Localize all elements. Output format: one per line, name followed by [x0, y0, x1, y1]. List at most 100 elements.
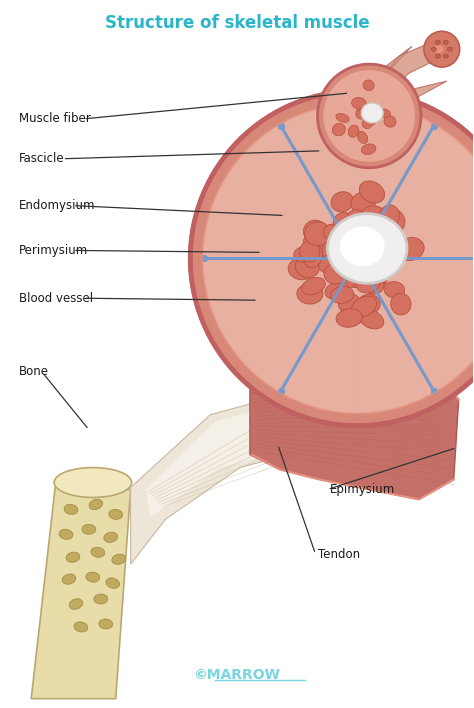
Wedge shape	[357, 182, 474, 335]
Polygon shape	[146, 398, 329, 518]
Ellipse shape	[362, 266, 387, 287]
Ellipse shape	[323, 224, 348, 244]
Ellipse shape	[304, 245, 323, 268]
Ellipse shape	[443, 54, 448, 58]
Ellipse shape	[434, 45, 444, 53]
Circle shape	[318, 64, 421, 168]
Ellipse shape	[447, 47, 452, 51]
Ellipse shape	[82, 525, 96, 535]
Ellipse shape	[69, 599, 82, 610]
Ellipse shape	[364, 277, 384, 294]
Ellipse shape	[357, 132, 368, 144]
Ellipse shape	[348, 125, 359, 137]
Ellipse shape	[66, 552, 80, 562]
Polygon shape	[131, 388, 345, 564]
Ellipse shape	[384, 282, 405, 298]
Text: Epimysium: Epimysium	[329, 483, 395, 496]
Ellipse shape	[109, 509, 123, 520]
Ellipse shape	[384, 116, 396, 127]
Text: Perimysium: Perimysium	[19, 244, 89, 257]
Ellipse shape	[363, 80, 374, 91]
Ellipse shape	[329, 262, 353, 282]
Ellipse shape	[379, 109, 391, 118]
Wedge shape	[225, 258, 357, 412]
Ellipse shape	[305, 222, 330, 246]
Ellipse shape	[356, 274, 380, 293]
Ellipse shape	[350, 236, 373, 255]
Polygon shape	[250, 330, 459, 499]
Ellipse shape	[384, 210, 405, 232]
Ellipse shape	[435, 54, 440, 58]
Ellipse shape	[330, 221, 350, 238]
Text: Structure of skeletal muscle: Structure of skeletal muscle	[105, 14, 369, 33]
Ellipse shape	[351, 296, 376, 317]
Ellipse shape	[361, 206, 388, 230]
Wedge shape	[204, 182, 357, 335]
Ellipse shape	[335, 241, 361, 261]
Ellipse shape	[361, 103, 383, 123]
Ellipse shape	[294, 246, 318, 263]
Ellipse shape	[342, 237, 361, 254]
Ellipse shape	[359, 181, 384, 203]
Ellipse shape	[336, 113, 349, 122]
Ellipse shape	[361, 144, 376, 154]
Ellipse shape	[348, 211, 367, 232]
Text: Blood vessel: Blood vessel	[19, 292, 93, 304]
Ellipse shape	[62, 574, 76, 584]
Ellipse shape	[331, 192, 354, 212]
Polygon shape	[31, 479, 131, 699]
Ellipse shape	[364, 252, 382, 270]
Ellipse shape	[378, 205, 400, 228]
Ellipse shape	[338, 258, 361, 278]
Ellipse shape	[347, 210, 366, 227]
Ellipse shape	[322, 240, 340, 262]
Text: ©MARROW: ©MARROW	[193, 668, 281, 682]
Ellipse shape	[89, 499, 102, 510]
Ellipse shape	[397, 238, 424, 261]
Ellipse shape	[112, 554, 126, 564]
Ellipse shape	[359, 310, 384, 329]
Ellipse shape	[364, 253, 387, 272]
Ellipse shape	[54, 467, 132, 498]
Wedge shape	[357, 258, 474, 412]
Wedge shape	[225, 105, 357, 258]
Ellipse shape	[329, 263, 355, 282]
Ellipse shape	[350, 246, 372, 265]
Ellipse shape	[373, 262, 392, 280]
Ellipse shape	[362, 119, 372, 129]
Ellipse shape	[334, 253, 355, 273]
Text: Endomysium: Endomysium	[19, 199, 96, 212]
Ellipse shape	[365, 118, 376, 126]
Ellipse shape	[355, 236, 378, 258]
Ellipse shape	[336, 309, 362, 327]
Ellipse shape	[94, 594, 108, 604]
Ellipse shape	[358, 268, 384, 288]
Ellipse shape	[340, 227, 384, 266]
Text: Fascicle: Fascicle	[19, 152, 65, 165]
Ellipse shape	[330, 287, 354, 303]
Ellipse shape	[346, 213, 370, 233]
Ellipse shape	[391, 293, 411, 315]
Ellipse shape	[303, 233, 328, 256]
Ellipse shape	[365, 234, 390, 253]
Ellipse shape	[295, 256, 319, 278]
Ellipse shape	[370, 244, 395, 266]
Ellipse shape	[324, 263, 347, 284]
Ellipse shape	[337, 234, 356, 253]
Circle shape	[323, 70, 415, 161]
Ellipse shape	[341, 254, 362, 274]
Text: Bone: Bone	[19, 365, 49, 379]
Ellipse shape	[74, 622, 88, 632]
Ellipse shape	[352, 98, 366, 109]
Ellipse shape	[341, 267, 365, 287]
Ellipse shape	[303, 220, 328, 243]
Ellipse shape	[328, 214, 407, 283]
Ellipse shape	[104, 532, 118, 542]
Ellipse shape	[365, 273, 384, 291]
Ellipse shape	[336, 256, 359, 274]
Ellipse shape	[338, 269, 357, 288]
Ellipse shape	[368, 219, 386, 239]
Ellipse shape	[362, 245, 385, 266]
Ellipse shape	[59, 530, 73, 539]
Ellipse shape	[443, 40, 448, 45]
